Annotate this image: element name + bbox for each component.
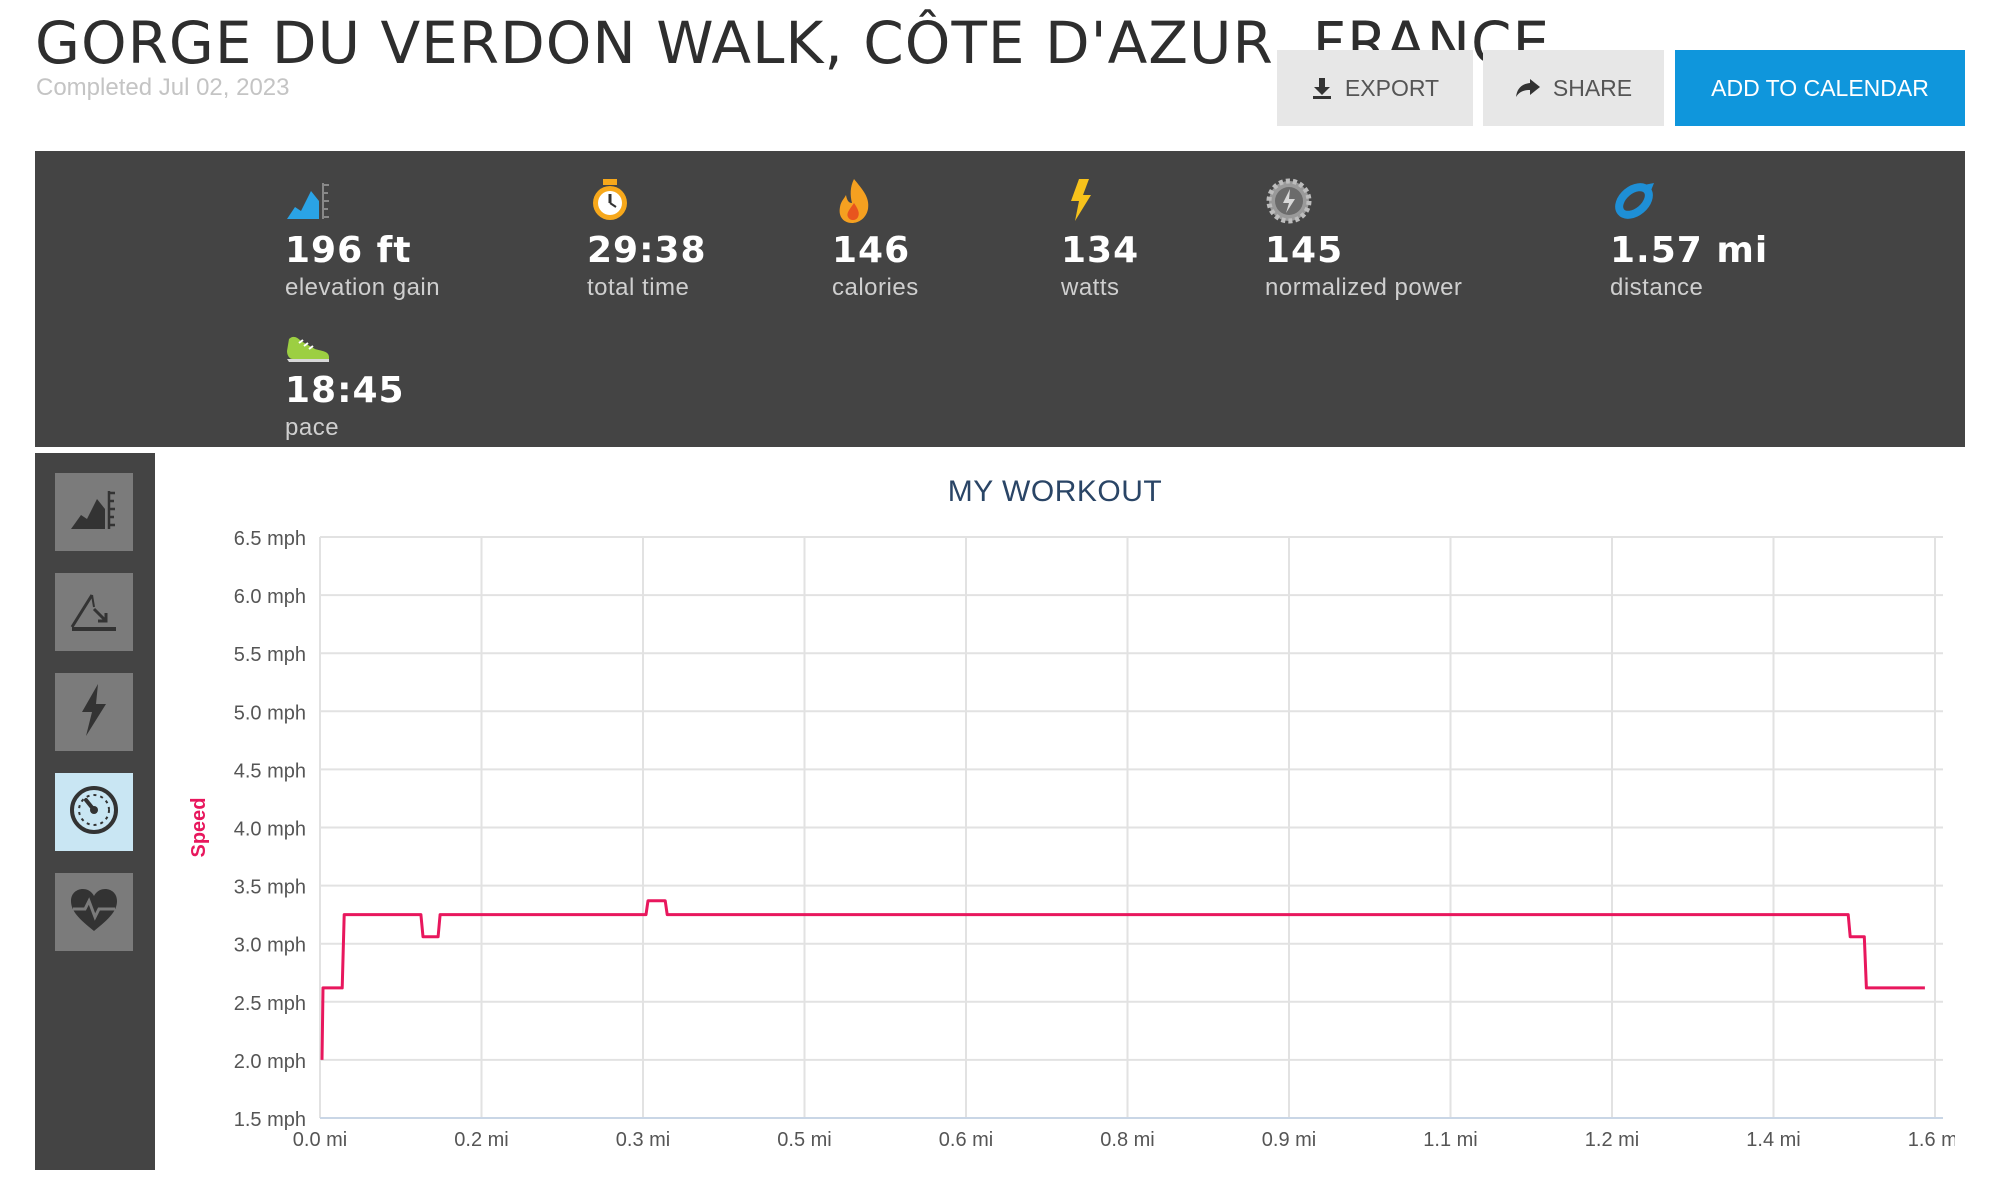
stat-calories: 146 calories: [832, 177, 919, 305]
chart-type-sidebar: [35, 453, 155, 1170]
x-tick-label: 0.6 mi: [939, 1129, 993, 1151]
heart-rate-chart-button[interactable]: [55, 873, 133, 951]
heart-rate-icon: [69, 887, 119, 938]
shoe-icon: [285, 329, 333, 365]
speed-line-chart: 6.5 mph 6.0 mph 5.5 mph 5.0 mph 4.5 mph 4.0 m…: [188, 528, 1955, 1151]
add-to-calendar-button[interactable]: ADD TO CALENDAR: [1675, 50, 1965, 126]
x-tick-label: 1.2 mi: [1585, 1129, 1639, 1151]
stat-total-time: 29:38 total time: [587, 177, 707, 305]
grade-chart-button[interactable]: [55, 573, 133, 651]
download-icon: [1311, 76, 1333, 100]
x-tick-label: 1.6 mi: [1908, 1129, 1955, 1151]
x-tick-label: 1.4 mi: [1746, 1129, 1800, 1151]
y-tick-label: 2.0 mph: [234, 1051, 306, 1073]
flame-icon: [832, 177, 880, 225]
x-tick-label: 0.9 mi: [1262, 1129, 1316, 1151]
x-tick-label: 0.3 mi: [616, 1129, 670, 1151]
elevation-icon: [285, 177, 333, 225]
share-label: SHARE: [1552, 74, 1633, 101]
stat-watts: 134 watts: [1061, 177, 1139, 305]
speedometer-icon: [68, 784, 120, 841]
y-tick-label: 1.5 mph: [234, 1109, 306, 1131]
y-tick-label: 6.5 mph: [234, 528, 306, 550]
chart-title: MY WORKOUT: [947, 475, 1163, 508]
y-tick-label: 4.0 mph: [234, 819, 306, 841]
completed-date: Completed Jul 02, 2023: [36, 74, 290, 101]
speed-chart-button[interactable]: [55, 773, 133, 851]
elevation-chart-button[interactable]: [55, 473, 133, 551]
y-tick-label: 6.0 mph: [234, 586, 306, 608]
x-tick-label: 0.8 mi: [1100, 1129, 1154, 1151]
stat-normalized-power: 145 normalized power: [1265, 177, 1462, 305]
x-tick-label: 0.2 mi: [454, 1129, 508, 1151]
add-to-calendar-label: ADD TO CALENDAR: [1711, 74, 1929, 101]
power-chart-button[interactable]: [55, 673, 133, 751]
stats-panel: 196 ft elevation gain 29:38 total time 1…: [35, 151, 1965, 447]
stat-distance: 1.57 mi distance: [1610, 177, 1768, 305]
export-label: EXPORT: [1344, 74, 1440, 101]
share-arrow-icon: [1515, 77, 1541, 99]
y-tick-label: 5.0 mph: [234, 702, 306, 724]
export-button[interactable]: EXPORT: [1277, 50, 1473, 126]
stopwatch-icon: [587, 177, 635, 225]
y-tick-label: 3.0 mph: [234, 935, 306, 957]
stat-elevation-gain: 196 ft elevation gain: [285, 177, 440, 305]
x-tick-label: 1.1 mi: [1423, 1129, 1477, 1151]
y-axis-label: Speed: [188, 797, 210, 857]
elevation-chart-icon: [69, 487, 119, 538]
y-tick-label: 3.5 mph: [234, 877, 306, 899]
gear-lightning-icon: [1265, 177, 1313, 225]
distance-icon: [1610, 177, 1658, 225]
workout-chart: MY WORKOUT 6.5 mph 6.0 mph 5.5 mph 5.0 mph 4…: [155, 453, 1955, 1170]
y-tick-label: 5.5 mph: [234, 644, 306, 666]
x-tick-label: 0.0 mi: [293, 1129, 347, 1151]
grade-icon: [68, 587, 120, 638]
y-tick-label: 2.5 mph: [234, 993, 306, 1015]
speed-series-line: [320, 899, 1925, 1060]
y-tick-label: 4.5 mph: [234, 760, 306, 782]
share-button[interactable]: SHARE: [1483, 50, 1664, 126]
lightning-icon: [1061, 177, 1109, 225]
stat-pace: 18:45 pace: [285, 329, 405, 445]
x-tick-label: 0.5 mi: [777, 1129, 831, 1151]
power-icon: [74, 682, 114, 743]
